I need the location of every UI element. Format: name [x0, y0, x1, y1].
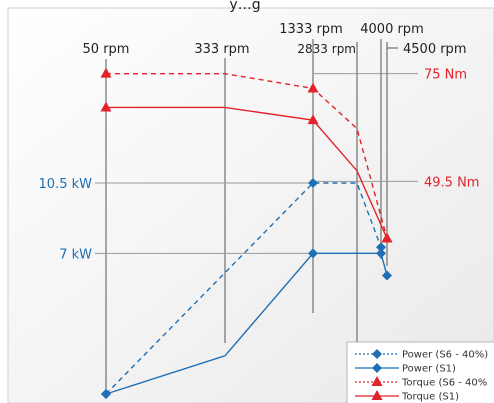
power-ref-label-10-5-kw: 10.5 kW: [39, 177, 93, 192]
marker-torque-s1-1333: [307, 114, 319, 125]
marker-power-s6-40-1333: [308, 178, 318, 189]
torque-ref-label-75-nm: 75 Nm: [424, 68, 467, 83]
legend-entry-power-s6-40: Power (S6 - 40%): [402, 350, 488, 361]
legend-marker-torque-s1: [371, 390, 383, 400]
legend-marker-power-s1: [372, 363, 382, 373]
reference-lines: [95, 73, 418, 254]
rpm-label-1333-rpm: 1333 rpm: [279, 22, 342, 37]
series-markers: [100, 67, 393, 399]
marker-torque-s6-40-1333: [307, 82, 319, 93]
torque-ref-label-49-5-nm: 49.5 Nm: [424, 175, 479, 190]
marker-power-s6-40-4000: [376, 242, 386, 253]
rpm-vertical-lines: [105, 39, 398, 394]
legend-box: [346, 341, 494, 403]
marker-power-s1-4500: [382, 270, 392, 281]
power-ref-label-7-kw: 7 kW: [59, 247, 92, 262]
axis-labels: 50 rpm 333 rpm 1333 rpm 2833 rpm 4000 rpm 450…: [39, 22, 480, 262]
legend-entry-torque-s6-40: Torque (S6 - 40%: [401, 378, 487, 389]
marker-torque-s6-40-50: [100, 67, 112, 78]
rpm-label-4500-rpm: 4500 rpm: [403, 42, 466, 57]
chart-title: y…g: [229, 0, 260, 13]
rpm-label-4000-rpm: 4000 rpm: [360, 22, 423, 37]
marker-torque-s1-4500: [381, 232, 393, 243]
marker-power-s1-4000: [376, 248, 386, 259]
legend-marker-power-s6-40: [372, 349, 382, 359]
rpm-label-333-rpm: 333 rpm: [194, 42, 249, 57]
rpm-label-50-rpm: 50 rpm: [83, 42, 130, 57]
series-line-power-s6-40: [105, 182, 382, 395]
legend: Power (S6 - 40%) Power (S1) Torque (S6 - 4…: [346, 341, 494, 403]
marker-power-s1-50: [101, 389, 111, 399]
marker-power-s1-1333: [308, 248, 318, 259]
legend-entry-torque-s1: Torque (S1): [401, 392, 459, 403]
marker-torque-s1-50: [100, 101, 112, 112]
legend-entry-power-s1: Power (S1): [402, 364, 456, 375]
rpm-label-2833-rpm: 2833 rpm: [297, 42, 356, 56]
legend-marker-torque-s6-40: [371, 376, 383, 386]
